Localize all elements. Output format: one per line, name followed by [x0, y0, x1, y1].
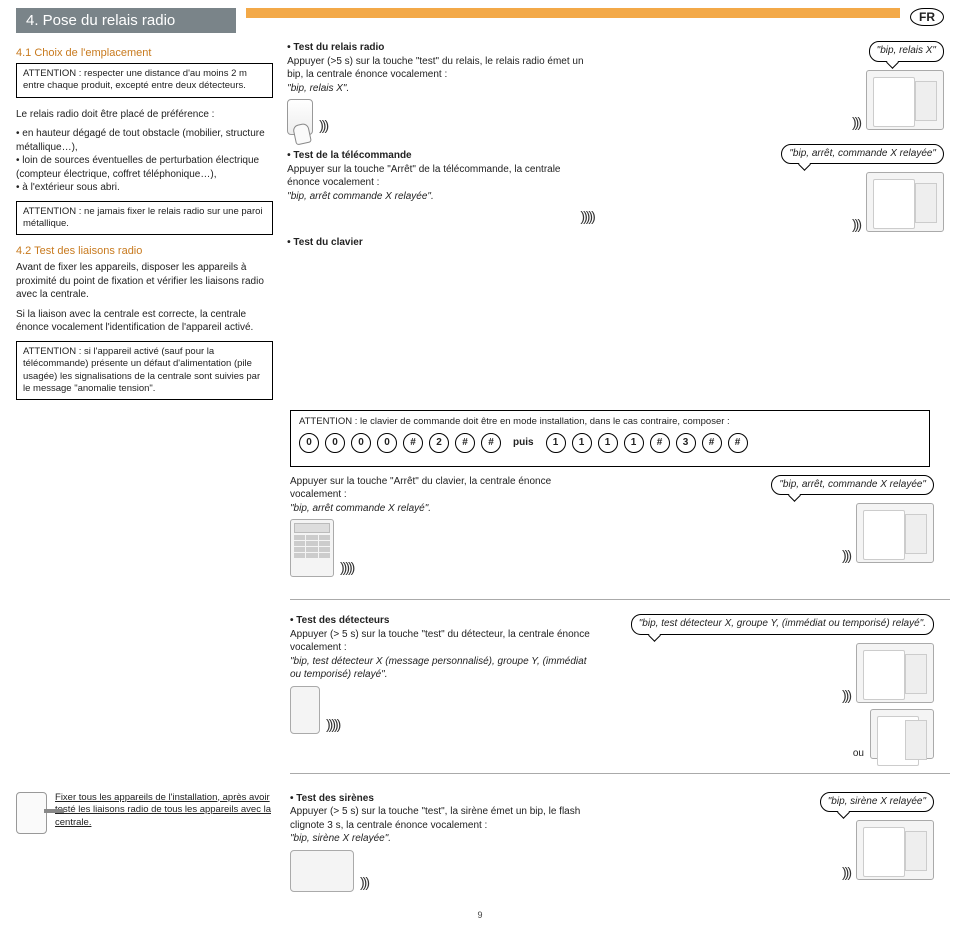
key-1: 1 [598, 433, 618, 453]
test-detect-title: • Test des détecteurs [290, 615, 389, 626]
attention-metal-wall: ATTENTION : ne jamais fixer le relais ra… [16, 201, 273, 236]
attention-clavier-text: ATTENTION : le clavier de commande doit … [299, 416, 730, 427]
attention-battery: ATTENTION : si l'appareil activé (sauf p… [16, 341, 273, 400]
key-0: 0 [351, 433, 371, 453]
puis-label: puis [507, 436, 540, 449]
test-relais-quote: "bip, relais X". [287, 83, 349, 94]
page-number: 9 [16, 910, 944, 920]
placement-item-3: à l'extérieur sous abri. [16, 181, 273, 195]
signal-waves-icon: ))) [842, 687, 850, 703]
key-hash: # [650, 433, 670, 453]
key-hash: # [455, 433, 475, 453]
signal-waves-icon: ))))) [580, 207, 593, 226]
key-sequence-row: 0 0 0 0 # 2 # # puis 1 1 1 1 # 3 # # [299, 433, 921, 453]
test-intro-b: Si la liaison avec la centrale est corre… [16, 308, 273, 335]
key-3: 3 [676, 433, 696, 453]
heading-4-2: 4.2 Test des liaisons radio [16, 245, 273, 257]
test-detect-quote: "bip, test détecteur X (message personna… [290, 656, 586, 681]
illustration-tele: "bip, arrêt, commande X relayée" ))) [608, 144, 944, 233]
test-relais-body: Appuyer (>5 s) sur la touche "test" du r… [287, 56, 583, 81]
key-hash: # [728, 433, 748, 453]
test-tele-title: • Test de la télécommande [287, 150, 411, 161]
relay-press-illustration [287, 99, 313, 135]
placement-item-2: loin de sources éventuelles de perturbat… [16, 154, 273, 181]
divider [290, 599, 950, 600]
test-telecommande-block: • Test de la télécommande Appuyer sur la… [287, 149, 594, 226]
ou-label: ou [853, 748, 864, 759]
speech-detect: "bip, test détecteur X, groupe Y, (imméd… [631, 614, 934, 635]
key-1: 1 [624, 433, 644, 453]
test-siren-body: Appuyer (> 5 s) sur la touche "test", la… [290, 806, 580, 831]
key-hash: # [481, 433, 501, 453]
signal-waves-icon: ))) [852, 114, 860, 130]
test-intro-a: Avant de fixer les appareils, disposer l… [16, 261, 273, 302]
clavier-body: Appuyer sur la touche "Arrêt" du clavier… [290, 476, 551, 501]
central-unit-illustration [856, 820, 934, 880]
clavier-action-block: Appuyer sur la touche "Arrêt" du clavier… [290, 475, 600, 578]
test-clavier-title: • Test du clavier [287, 237, 363, 248]
signal-waves-icon: ))))) [340, 558, 353, 577]
signal-waves-icon: ))) [319, 116, 327, 135]
speech-siren: "bip, sirène X relayée" [820, 792, 934, 813]
placement-intro: Le relais radio doit être placé de préfé… [16, 108, 273, 122]
illustration-relais: "bip, relais X" ))) [608, 41, 944, 130]
clavier-quote: "bip, arrêt commande X relayé". [290, 503, 431, 514]
speech-clavier: "bip, arrêt, commande X relayée" [771, 475, 934, 496]
placement-list: en hauteur dégagé de tout obstacle (mobi… [16, 127, 273, 195]
header-orange-bar [246, 8, 900, 18]
test-relais-block: • Test du relais radio Appuyer (>5 s) su… [287, 41, 594, 135]
right-column: "bip, relais X" ))) "bip, arrêt, command… [608, 41, 944, 410]
central-unit-illustration [866, 172, 944, 232]
test-tele-quote: "bip, arrêt commande X relayée". [287, 191, 434, 202]
key-2: 2 [429, 433, 449, 453]
test-detecteurs-block: • Test des détecteurs Appuyer (> 5 s) su… [290, 614, 600, 734]
fixation-note-block: Fixer tous les appareils de l'installati… [16, 792, 276, 900]
test-detect-body: Appuyer (> 5 s) sur la touche "test" du … [290, 629, 590, 654]
test-siren-quote: "bip, sirène X relayée". [290, 833, 391, 844]
signal-waves-icon: ))) [842, 547, 850, 563]
signal-waves-icon: ))))) [326, 715, 339, 734]
test-tele-body: Appuyer sur la touche "Arrêt" de la télé… [287, 164, 560, 189]
key-0: 0 [325, 433, 345, 453]
signal-waves-icon: ))) [842, 864, 850, 880]
middle-column: • Test du relais radio Appuyer (>5 s) su… [287, 41, 594, 410]
test-clavier-block: • Test du clavier [287, 236, 594, 250]
key-hash: # [702, 433, 722, 453]
key-1: 1 [546, 433, 566, 453]
central-unit-illustration [856, 503, 934, 563]
fixation-note-text: Fixer tous les appareils de l'installati… [55, 792, 276, 830]
central-unit-illustration [866, 70, 944, 130]
siren-illustration [290, 850, 354, 892]
central-unit-illustration [856, 643, 934, 703]
drill-icon [16, 792, 47, 834]
attention-clavier-mode: ATTENTION : le clavier de commande doit … [290, 410, 930, 466]
heading-4-1: 4.1 Choix de l'emplacement [16, 47, 273, 59]
divider [290, 773, 950, 774]
section-title-banner: 4. Pose du relais radio [16, 8, 236, 33]
signal-waves-icon: ))) [852, 216, 860, 232]
test-sirenes-block: • Test des sirènes Appuyer (> 5 s) sur l… [290, 792, 600, 892]
speech-tele: "bip, arrêt, commande X relayée" [781, 144, 944, 165]
keypad-illustration [290, 519, 334, 577]
language-badge: FR [910, 8, 944, 26]
central-unit-illustration [870, 709, 934, 759]
attention-distance: ATTENTION : respecter une distance d'au … [16, 63, 273, 98]
detector-illustration [290, 686, 320, 734]
speech-relais: "bip, relais X" [869, 41, 944, 62]
key-0: 0 [299, 433, 319, 453]
left-column: 4.1 Choix de l'emplacement ATTENTION : r… [16, 41, 273, 410]
key-1: 1 [572, 433, 592, 453]
test-relais-title: • Test du relais radio [287, 42, 384, 53]
key-0: 0 [377, 433, 397, 453]
signal-waves-icon: ))) [360, 873, 368, 892]
key-hash: # [403, 433, 423, 453]
test-siren-title: • Test des sirènes [290, 793, 374, 804]
placement-item-1: en hauteur dégagé de tout obstacle (mobi… [16, 127, 273, 154]
